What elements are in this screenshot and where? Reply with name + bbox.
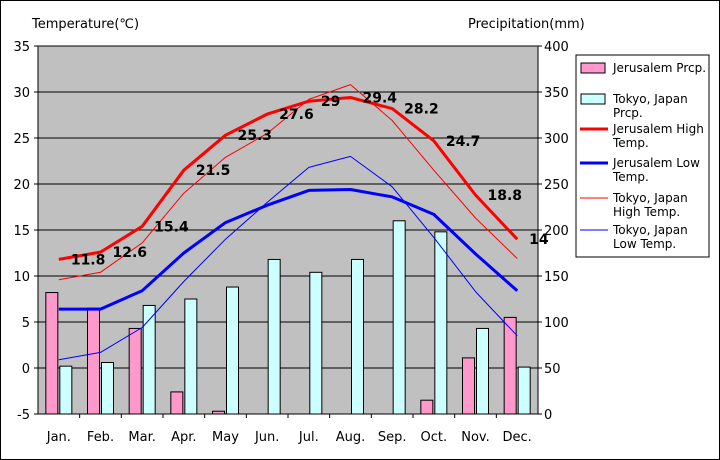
legend-label: Tokyo, Japan xyxy=(612,223,688,237)
x-tick-label: Nov. xyxy=(461,430,490,445)
bar-tokyo-prcp xyxy=(476,327,489,415)
data-label: 27.6 xyxy=(279,107,314,123)
x-tick-label: Apr. xyxy=(171,430,196,445)
data-label: 28.2 xyxy=(404,102,439,118)
data-label: 29.4 xyxy=(363,91,398,107)
bar-jerusalem-prcp xyxy=(170,391,184,415)
x-tick-label: Mar. xyxy=(128,430,155,445)
series-line-jerusalem-low-temp xyxy=(58,188,519,311)
data-label: 25.3 xyxy=(238,128,273,144)
bar-jerusalem-prcp xyxy=(45,292,59,415)
bar-jerusalem-prcp xyxy=(128,327,142,415)
bar-tokyo-prcp xyxy=(184,298,198,415)
bar-tokyo-prcp xyxy=(309,271,323,415)
legend-label: Jerusalem Prcp. xyxy=(612,61,706,75)
bar-tokyo-prcp xyxy=(434,231,448,415)
y-right-tick-label: 300 xyxy=(544,132,569,147)
x-tick-label: Sep. xyxy=(378,430,407,445)
data-label: 29 xyxy=(321,94,340,110)
series-line-tokyo-japan-low-temp xyxy=(58,155,518,361)
series-line-jerusalem-high-temp xyxy=(58,96,519,261)
y-left-tick-label: 20 xyxy=(13,178,30,193)
y-right-tick-label: 350 xyxy=(544,86,569,101)
bar-tokyo-prcp xyxy=(226,286,239,415)
bar-tokyo-prcp xyxy=(101,361,114,415)
legend-swatch xyxy=(580,93,606,105)
bar-tokyo-prcp xyxy=(59,365,73,415)
y-right-tick-label: 150 xyxy=(544,270,569,285)
y-left-tick-label: 5 xyxy=(22,316,30,331)
legend-swatch xyxy=(580,62,606,74)
y-left-tick-label: 25 xyxy=(13,132,30,147)
y-right-tick-label: 0 xyxy=(544,408,552,423)
bar-jerusalem-prcp xyxy=(420,399,434,415)
bar-jerusalem-prcp xyxy=(87,307,100,415)
data-label: 15.4 xyxy=(154,219,189,235)
series-line-tokyo-japan-high-temp xyxy=(58,84,518,281)
bar-tokyo-prcp xyxy=(517,366,531,415)
bar-jerusalem-prcp xyxy=(212,410,225,415)
legend-label: Jerusalem Low xyxy=(612,156,700,170)
x-tick-label: Oct. xyxy=(421,430,448,445)
y-right-axis-title: Precipitation(mm) xyxy=(468,17,585,32)
x-tick-label: Feb. xyxy=(87,430,114,445)
legend-label: Prcp. xyxy=(613,106,643,120)
data-label: 24.7 xyxy=(446,134,481,150)
legend-label: Tokyo, Japan xyxy=(612,92,688,106)
x-tick-label: Jun. xyxy=(254,430,279,445)
data-label: 11.8 xyxy=(71,252,106,268)
y-right-tick-label: 50 xyxy=(544,362,561,377)
legend-label: Tokyo, Japan xyxy=(612,191,688,205)
data-label: 14 xyxy=(529,232,549,248)
y-right-tick-label: 400 xyxy=(544,40,569,55)
bar-tokyo-prcp xyxy=(392,220,406,415)
legend-box xyxy=(575,54,710,258)
bar-tokyo-prcp xyxy=(351,258,364,415)
x-tick-label: May xyxy=(212,430,239,445)
y-left-axis-title: Temperature(℃) xyxy=(31,17,139,32)
y-left-tick-label: 15 xyxy=(13,224,30,239)
legend-label: High Temp. xyxy=(613,205,680,219)
y-left-tick-label: 35 xyxy=(13,40,30,55)
bar-jerusalem-prcp xyxy=(462,357,475,415)
legend-label: Temp. xyxy=(612,170,649,184)
legend-label: Temp. xyxy=(612,136,649,150)
bar-jerusalem-prcp xyxy=(503,316,517,415)
y-right-tick-label: 250 xyxy=(544,178,569,193)
y-right-tick-label: 200 xyxy=(544,224,569,239)
y-left-tick-label: 30 xyxy=(13,86,30,101)
x-tick-label: Jul. xyxy=(298,430,319,445)
y-left-tick-label: 0 xyxy=(22,362,30,377)
bar-tokyo-prcp xyxy=(267,258,281,415)
data-label: 21.5 xyxy=(196,163,231,179)
legend-label: Jerusalem High xyxy=(612,122,704,136)
y-left-tick-label: -5 xyxy=(17,408,30,423)
y-left-tick-label: 10 xyxy=(13,270,30,285)
x-tick-label: Aug. xyxy=(336,430,366,445)
x-tick-label: Jan. xyxy=(46,430,71,445)
data-label: 18.8 xyxy=(488,188,523,204)
y-right-tick-label: 100 xyxy=(544,316,569,331)
x-tick-label: Dec. xyxy=(503,430,532,445)
legend-label: Low Temp. xyxy=(613,237,676,251)
data-label: 12.6 xyxy=(113,245,148,261)
bar-tokyo-prcp xyxy=(142,304,156,415)
